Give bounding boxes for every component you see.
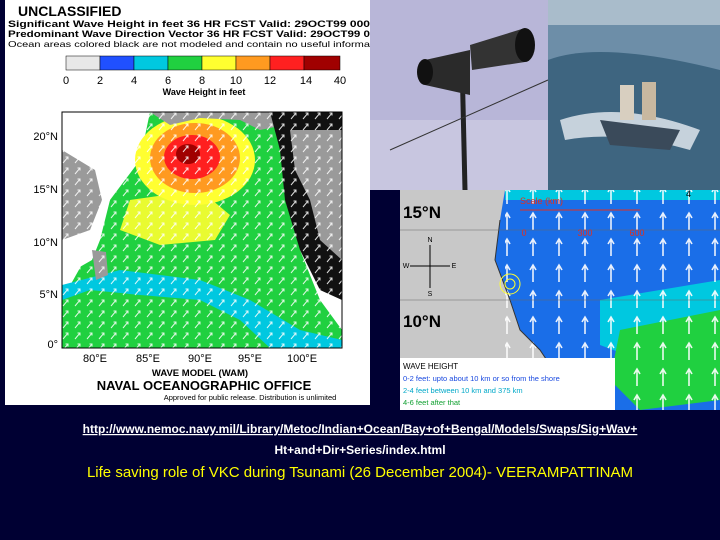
lat-label: 5°N — [40, 289, 59, 301]
header-line: Predominant Wave Direction Vector 36 HR … — [8, 29, 370, 40]
release-note: Approved for public release. Distributio… — [164, 393, 337, 402]
colorbar-title: Wave Height in feet — [163, 87, 246, 97]
compass-label: S — [428, 291, 433, 298]
map-body — [61, 111, 343, 349]
scale-label: 0 — [521, 228, 526, 238]
lat-label: 10°N — [403, 312, 441, 331]
lon-label: 95°E — [238, 353, 262, 365]
header-line: Ocean areas colored black are not modele… — [8, 39, 370, 49]
compass-label: N — [427, 237, 432, 244]
source-url[interactable]: http://www.nemoc.navy.mil/Library/Metoc/… — [83, 422, 638, 436]
colorbar-label: 2 — [97, 75, 103, 87]
colorbar-label: 8 — [199, 75, 205, 87]
compass-label: E — [452, 263, 457, 270]
scale-title: Scale (km) — [520, 196, 563, 206]
boat-photo — [548, 0, 720, 190]
colorbar-label: 12 — [264, 75, 276, 87]
lat-label: 15°N — [33, 184, 58, 196]
legend-line: 0-2 feet: upto about 10 km or so from th… — [403, 374, 560, 383]
contour-label: 4 — [686, 189, 691, 199]
legend-line: 2-4 feet between 10 km and 375 km — [403, 386, 523, 395]
lon-label: 100°E — [287, 353, 317, 365]
colorbar-label: 4 — [131, 75, 137, 87]
zoom-map: N E S W 15°N 10°N Scale (km) 0 300 600 4… — [400, 189, 720, 410]
colorbar-label: 14 — [300, 75, 312, 87]
scale-label: 600 — [629, 228, 644, 238]
model-name: WAVE MODEL (WAM) — [152, 368, 248, 379]
legend-title: WAVE HEIGHT — [403, 362, 458, 371]
caption: Life saving role of VKC during Tsunami (… — [87, 464, 633, 481]
lat-label: 0° — [47, 339, 58, 351]
lon-label: 85°E — [136, 353, 160, 365]
classification: UNCLASSIFIED — [18, 3, 121, 19]
colorbar-label: 40 — [334, 75, 346, 87]
legend-line: 4-6 feet after that — [403, 398, 461, 407]
lat-label: 10°N — [33, 237, 58, 249]
colorbar-label: 0 — [63, 75, 69, 87]
header-line: Significant Wave Height in feet 36 HR FC… — [8, 19, 370, 30]
source-url[interactable]: Ht+and+Dir+Series/index.html — [274, 443, 445, 457]
colorbar-label: 6 — [165, 75, 171, 87]
lat-label: 20°N — [33, 131, 58, 143]
compass-label: W — [403, 263, 410, 270]
office-name: NAVAL OCEANOGRAPHIC OFFICE — [97, 378, 312, 393]
lon-label: 90°E — [188, 353, 212, 365]
scale-label: 300 — [577, 228, 592, 238]
lon-label: 80°E — [83, 353, 107, 365]
loudspeaker-photo — [370, 0, 549, 191]
lat-label: 15°N — [403, 203, 441, 222]
colorbar — [65, 55, 341, 71]
colorbar-label: 10 — [230, 75, 242, 87]
wave-map: UNCLASSIFIED Significant Wave Height in … — [5, 0, 370, 405]
